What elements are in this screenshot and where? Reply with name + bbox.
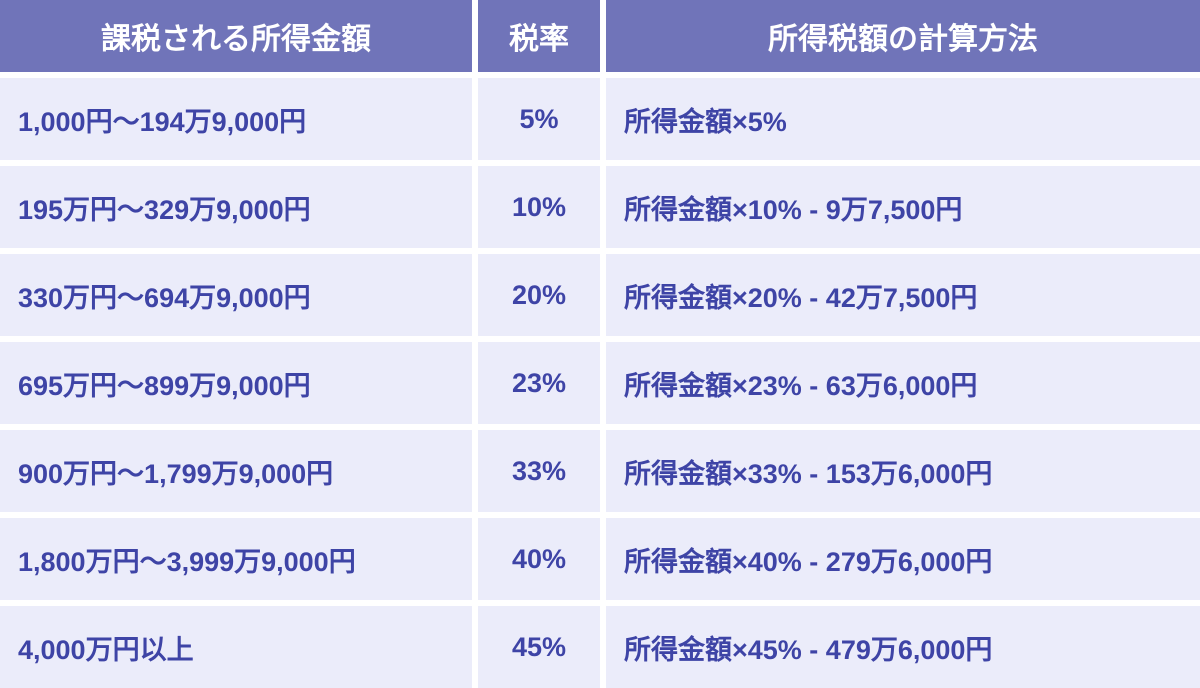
cell-income: 1,800万円～3,999万9,000円 [0, 512, 478, 600]
table-row: 900万円～1,799万9,000円 33% 所得金額×33% - 153万6,… [0, 424, 1200, 512]
header-income: 課税される所得金額 [0, 0, 478, 72]
cell-income: 695万円～899万9,000円 [0, 336, 478, 424]
cell-calc: 所得金額×20% - 42万7,500円 [606, 248, 1200, 336]
cell-rate: 5% [478, 72, 606, 160]
cell-calc: 所得金額×40% - 279万6,000円 [606, 512, 1200, 600]
cell-income: 330万円～694万9,000円 [0, 248, 478, 336]
cell-rate: 40% [478, 512, 606, 600]
table-row: 1,000円～194万9,000円 5% 所得金額×5% [0, 72, 1200, 160]
cell-income: 195万円～329万9,000円 [0, 160, 478, 248]
cell-income: 4,000万円以上 [0, 600, 478, 688]
cell-rate: 33% [478, 424, 606, 512]
cell-rate: 23% [478, 336, 606, 424]
header-rate: 税率 [478, 0, 606, 72]
cell-calc: 所得金額×45% - 479万6,000円 [606, 600, 1200, 688]
cell-calc: 所得金額×23% - 63万6,000円 [606, 336, 1200, 424]
table-header-row: 課税される所得金額 税率 所得税額の計算方法 [0, 0, 1200, 72]
table-row: 4,000万円以上 45% 所得金額×45% - 479万6,000円 [0, 600, 1200, 688]
cell-rate: 20% [478, 248, 606, 336]
cell-income: 1,000円～194万9,000円 [0, 72, 478, 160]
cell-calc: 所得金額×33% - 153万6,000円 [606, 424, 1200, 512]
income-tax-table: 課税される所得金額 税率 所得税額の計算方法 1,000円～194万9,000円… [0, 0, 1200, 688]
cell-rate: 10% [478, 160, 606, 248]
header-calc: 所得税額の計算方法 [606, 0, 1200, 72]
table-row: 695万円～899万9,000円 23% 所得金額×23% - 63万6,000… [0, 336, 1200, 424]
table-row: 195万円～329万9,000円 10% 所得金額×10% - 9万7,500円 [0, 160, 1200, 248]
cell-rate: 45% [478, 600, 606, 688]
table-row: 330万円～694万9,000円 20% 所得金額×20% - 42万7,500… [0, 248, 1200, 336]
table-row: 1,800万円～3,999万9,000円 40% 所得金額×40% - 279万… [0, 512, 1200, 600]
cell-income: 900万円～1,799万9,000円 [0, 424, 478, 512]
cell-calc: 所得金額×10% - 9万7,500円 [606, 160, 1200, 248]
cell-calc: 所得金額×5% [606, 72, 1200, 160]
